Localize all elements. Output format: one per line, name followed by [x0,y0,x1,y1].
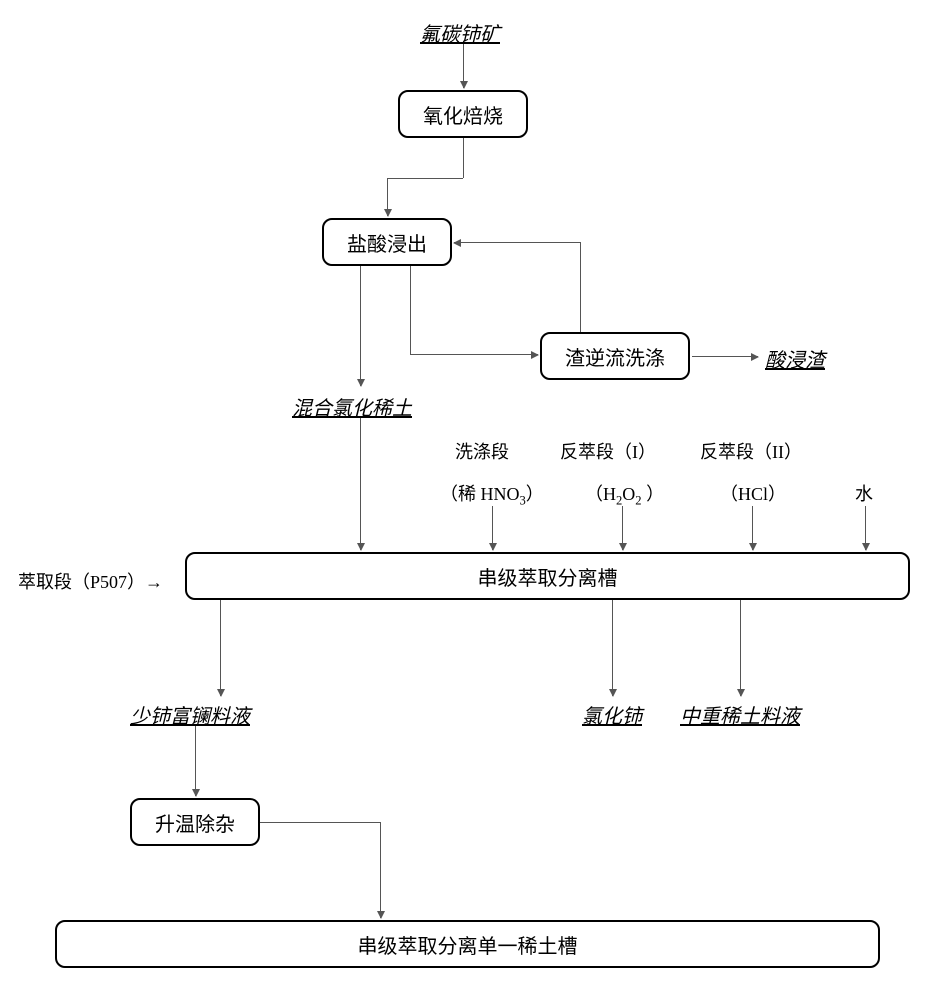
node-heat-purify: 升温除杂 [130,798,260,846]
line-n4-tank2a [260,822,380,823]
arrow-hno3-tank1 [492,506,493,550]
line-n1-n2b [387,178,463,179]
arrow-n2-n3 [410,354,538,355]
arrow-water-tank1 [865,506,866,550]
node-hcl-leach: 盐酸浸出 [322,218,452,266]
h2o2-label: （H2O2 ） [585,480,664,509]
arrow-tank1-o2 [612,600,613,696]
residue-label: 酸浸渣 [765,344,825,373]
output2-label: 氯化铈 [582,700,642,729]
line-n2-n3a [410,266,411,354]
hcl-label: （HCl） [720,480,786,506]
arrow-o1-n4 [195,726,196,796]
arrow-hcl-tank1 [752,506,753,550]
arrow-n3-n2 [454,242,580,243]
arrow-n2-mix [360,266,361,386]
wash-section-label: 洗涤段 [455,438,509,464]
node-cascade-tank2: 串级萃取分离单一稀土槽 [55,920,880,968]
node-oxidation-roast: 氧化焙烧 [398,90,528,138]
node-slag-wash: 渣逆流洗涤 [540,332,690,380]
arrow-start-n1 [463,44,464,88]
arrow-tank1-o3 [740,600,741,696]
water-label: 水 [855,480,873,506]
back2-section-label: 反萃段（II） [700,438,802,464]
back1-section-label: 反萃段（I） [560,438,656,464]
extract-section-label: 萃取段（P507）→ [18,568,163,594]
line-n3-n2a [580,242,581,332]
output3-label: 中重稀土料液 [680,700,800,729]
node-cascade-tank1: 串级萃取分离槽 [185,552,910,600]
arrow-tank1-o1 [220,600,221,696]
mix-label: 混合氯化稀土 [292,392,412,421]
arrow-h2o2-tank1 [622,506,623,550]
start-label: 氟碳铈矿 [420,18,500,47]
hno3-label: （稀 HNO3） [440,480,544,509]
arrow-n3-residue [692,356,758,357]
arrow-n4-tank2 [380,822,381,918]
arrow-mix-tank1 [360,418,361,550]
arrow-n1-n2 [387,178,388,216]
line-n1-n2a [463,138,464,178]
output1-label: 少铈富镧料液 [130,700,250,729]
